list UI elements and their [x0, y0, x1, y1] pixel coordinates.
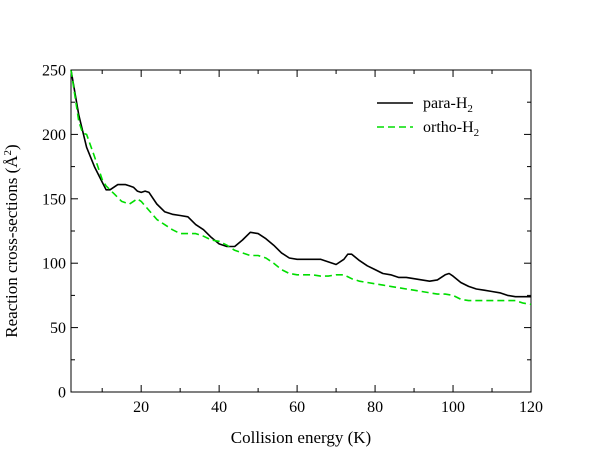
- x-tick-label: 80: [367, 399, 383, 416]
- x-tick-label: 20: [133, 399, 149, 416]
- y-tick-label: 100: [42, 256, 66, 273]
- legend: para-H2 ortho-H2: [377, 95, 479, 139]
- y-tick-label: 150: [42, 191, 66, 208]
- series-line-ortho-h2: [70, 69, 532, 306]
- legend-label-para-h2: para-H2: [423, 95, 473, 115]
- series-layer: [70, 69, 532, 306]
- x-tick-label: 120: [519, 399, 543, 416]
- y-tick-label: 200: [42, 127, 66, 144]
- axes: 20 40 60 80 100 120 0 50 100 150 200 250 Collision e…: [2, 63, 543, 448]
- y-tick-label: 50: [50, 320, 66, 337]
- x-tick-label: 40: [211, 399, 227, 416]
- series-line-para-h2: [70, 69, 531, 298]
- x-tick-label: 60: [289, 399, 305, 416]
- legend-label-ortho-h2: ortho-H2: [423, 119, 479, 139]
- x-axis-label: Collision energy (K): [231, 428, 371, 447]
- x-tick-label: 100: [441, 399, 465, 416]
- y-axis-label: Reaction cross-sections (Å2): [2, 144, 21, 337]
- y-tick-label: 250: [42, 63, 66, 80]
- y-tick-label: 0: [58, 385, 66, 402]
